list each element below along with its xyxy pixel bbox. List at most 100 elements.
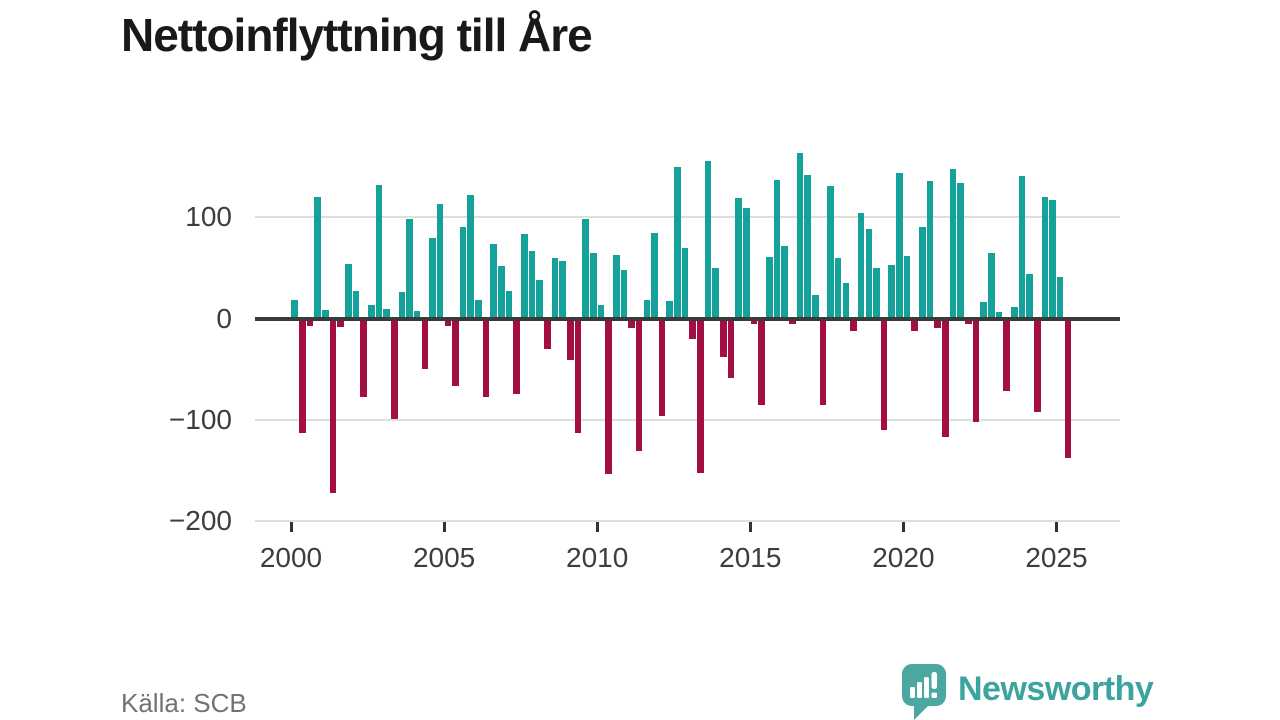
bar-2018-Q1: [842, 283, 850, 319]
bar-2020-Q2: [911, 318, 919, 331]
bar-2015-Q2: [758, 318, 765, 405]
x-axis-label: 2015: [719, 542, 782, 573]
x-tick: [901, 521, 905, 532]
bar-2010-Q2: [605, 318, 612, 475]
bar-2013-Q4: [712, 267, 720, 319]
x-tick: [289, 521, 293, 532]
bar-2012-Q1: [658, 318, 666, 416]
x-axis-label: 2025: [1025, 542, 1088, 573]
bar-2004-Q4: [436, 204, 444, 319]
zero-line: [255, 316, 1120, 321]
bar-2021-Q1: [934, 318, 941, 328]
bar-2023-Q2: [1003, 318, 1010, 392]
bar-2015-Q3: [766, 256, 773, 319]
bar-2007-Q3: [521, 234, 528, 319]
bar-2023-Q4: [1018, 175, 1026, 319]
gridline: [255, 418, 1120, 421]
x-axis-label: 2020: [872, 542, 935, 573]
bar-2011-Q3: [643, 300, 651, 319]
y-axis-label: −200: [168, 505, 232, 536]
bar-2010-Q1: [597, 305, 605, 319]
bar-2000-Q1: [291, 300, 298, 319]
bar-2001-Q2: [329, 318, 337, 493]
bar-2002-Q3: [367, 305, 375, 319]
bar-2000-Q2: [299, 318, 306, 433]
bar-2003-Q4: [406, 219, 413, 319]
logo-bar-2: [917, 682, 922, 698]
bar-2016-Q2: [788, 318, 796, 324]
bar-2019-Q2: [880, 318, 888, 430]
bar-2009-Q3: [582, 219, 589, 319]
bar-2022-Q4: [988, 252, 995, 319]
x-tick: [1055, 521, 1058, 532]
bar-2013-Q3: [704, 160, 712, 319]
gridline: [255, 520, 1120, 522]
bar-2011-Q4: [651, 233, 658, 319]
bar-2000-Q4: [314, 197, 321, 319]
bar-2017-Q2: [819, 318, 827, 405]
bar-2008-Q1: [536, 280, 543, 319]
bar-2012-Q2: [666, 301, 674, 319]
bar-2001-Q4: [344, 263, 352, 319]
bar-2013-Q1: [689, 318, 697, 339]
bar-2022-Q1: [965, 318, 972, 324]
x-tick: [442, 521, 446, 532]
bar-2016-Q3: [796, 153, 804, 319]
bar-2012-Q3: [674, 166, 681, 319]
bar-2018-Q4: [865, 229, 873, 319]
brand-name: Newsworthy: [958, 670, 1154, 708]
bar-2010-Q3: [612, 254, 620, 319]
y-axis-label: 100: [185, 201, 232, 233]
source-text: Källa: SCB: [121, 688, 247, 718]
bar-2024-Q1: [1026, 273, 1033, 319]
bar-2013-Q2: [697, 318, 704, 474]
bar-2005-Q1: [444, 318, 452, 326]
bar-2014-Q1: [720, 318, 727, 357]
bar-2009-Q4: [589, 252, 597, 319]
bar-2021-Q2: [942, 318, 949, 437]
bar-2019-Q4: [896, 172, 903, 319]
bar-2011-Q1: [628, 318, 635, 328]
bar-2005-Q3: [459, 227, 467, 319]
logo-exclamation-stem: [931, 672, 937, 689]
logo-bar-1: [910, 687, 915, 698]
x-tick: [595, 521, 599, 532]
bar-2002-Q4: [375, 184, 383, 319]
y-axis-label: 0: [216, 302, 232, 334]
bar-2002-Q1: [352, 291, 360, 319]
bar-2000-Q3: [306, 318, 314, 326]
bar-2003-Q3: [398, 292, 406, 319]
bar-2006-Q1: [475, 300, 482, 319]
bar-2007-Q2: [513, 318, 520, 395]
bar-2023-Q1: [995, 312, 1003, 319]
bar-2019-Q3: [888, 264, 896, 319]
bar-2020-Q1: [903, 255, 911, 319]
bar-2007-Q4: [528, 250, 536, 319]
x-tick: [748, 521, 752, 532]
bar-2024-Q2: [1033, 318, 1041, 412]
bar-2006-Q3: [490, 243, 498, 319]
bar-2025-Q2: [1064, 318, 1072, 459]
bar-2015-Q1: [750, 318, 758, 324]
bar-2008-Q4: [559, 260, 566, 319]
bar-2003-Q2: [390, 318, 398, 419]
bar-2022-Q3: [980, 302, 987, 319]
x-axis-label: 2000: [259, 542, 323, 573]
bar-2017-Q4: [834, 257, 842, 319]
bar-2009-Q2: [574, 318, 582, 433]
bar-2025-Q1: [1056, 276, 1064, 319]
bar-2019-Q1: [873, 267, 880, 319]
bar-2022-Q2: [972, 318, 980, 422]
bar-2007-Q1: [505, 291, 513, 319]
bar-2011-Q2: [635, 318, 643, 452]
y-axis-label: −100: [168, 403, 232, 435]
newsworthy-logo-icon: [902, 664, 946, 720]
bar-2020-Q4: [926, 180, 934, 319]
bar-2008-Q2: [544, 318, 551, 349]
bar-2017-Q1: [811, 295, 819, 319]
bar-2009-Q1: [566, 318, 574, 360]
bar-2014-Q2: [727, 318, 735, 379]
bar-2024-Q3: [1041, 197, 1049, 319]
bar-2023-Q3: [1010, 307, 1018, 319]
bar-2005-Q4: [467, 194, 475, 319]
